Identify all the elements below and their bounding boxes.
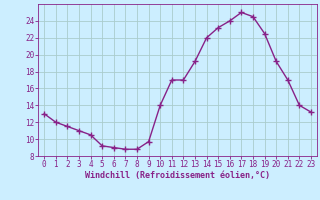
X-axis label: Windchill (Refroidissement éolien,°C): Windchill (Refroidissement éolien,°C)	[85, 171, 270, 180]
